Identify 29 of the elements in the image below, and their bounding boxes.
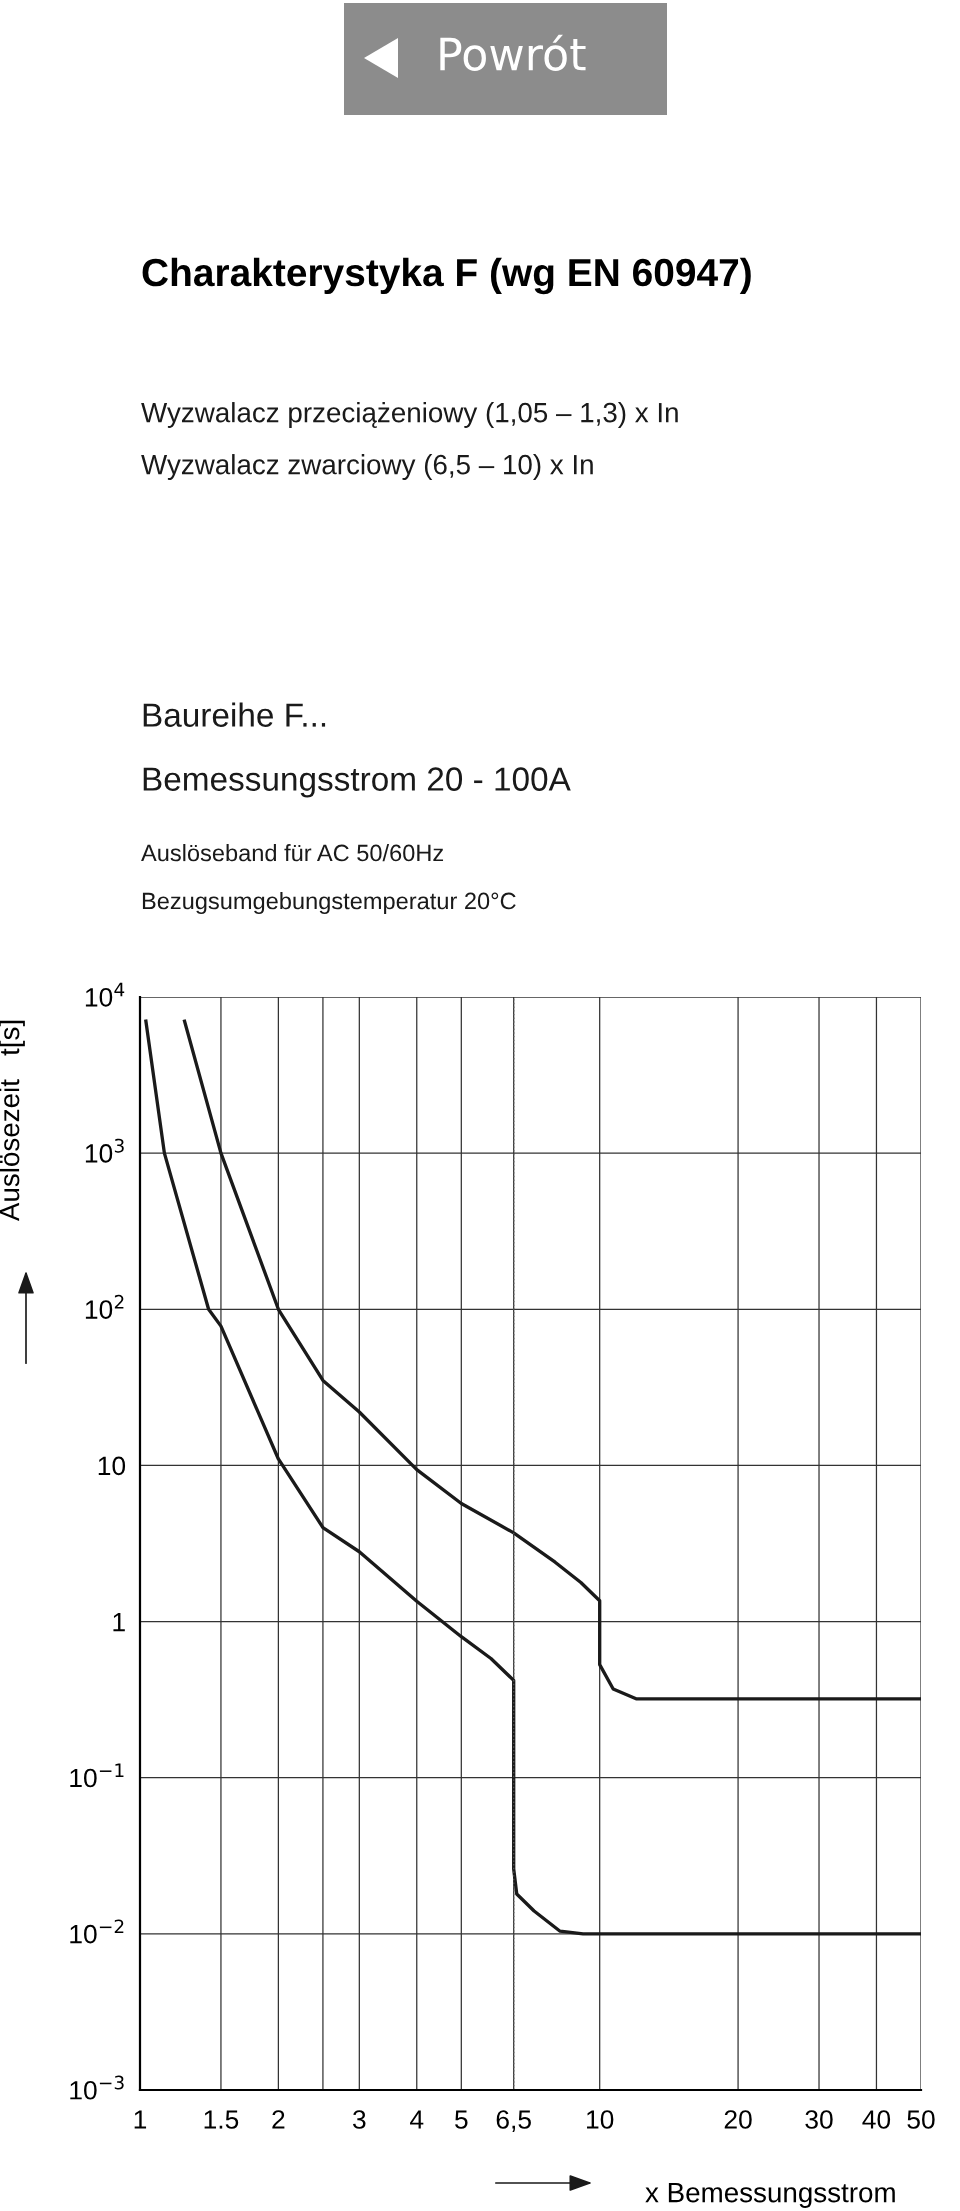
y-tick-label: 10$^{−3}$: [70, 2075, 124, 2100]
x-tick-label: 10: [587, 2110, 614, 2129]
y-tick-label: 10$^{3}$: [85, 1138, 124, 1163]
x-tick-label: 40: [862, 2110, 891, 2129]
y-tick-label: 10$^{4}$: [85, 982, 125, 1007]
y-tick-label: 10$^{−1}$: [70, 1763, 124, 1788]
y-tick-label: 10$^{−2}$: [70, 1919, 124, 1944]
x-tick-label: 3: [353, 2110, 366, 2129]
x-tick-label: 50: [907, 2110, 935, 2129]
y-tick-label: 1: [113, 1612, 125, 1632]
text: Wyzwalacz zwarciowy (6,5 – 10) x In: [141, 454, 593, 480]
x-tick-label: 5: [455, 2110, 468, 2129]
x-axis-title: x Bemessungsstrom: [645, 2183, 895, 2208]
y-tick-label: 10: [98, 1456, 126, 1476]
x-tick-label: 30: [805, 2110, 833, 2129]
x-tick-label: 1.5: [204, 2110, 239, 2129]
text: Auslöseband für AC 50/60Hz: [141, 843, 444, 862]
x-tick-label: 20: [724, 2110, 752, 2129]
text: Wyzwalacz przeciążeniowy (1,05 – 1,3) x In: [141, 402, 678, 428]
chart-title: Charakterystyka F (wg EN 60947): [142, 257, 751, 295]
text: Bezugsumgebungstemperatur 20°C: [142, 891, 516, 915]
text: Bemessungsstrom 20 - 100A: [143, 767, 571, 798]
text: Baureihe F...: [143, 702, 326, 727]
x-tick-label: 4: [410, 2110, 424, 2129]
x-tick-label: 6,5: [496, 2110, 531, 2132]
text: Powrót: [440, 34, 586, 71]
y-tick-label: 10$^{2}$: [85, 1294, 124, 1319]
x-tick-label: 1: [134, 2110, 147, 2129]
x-tick-label: 2: [272, 2110, 285, 2129]
